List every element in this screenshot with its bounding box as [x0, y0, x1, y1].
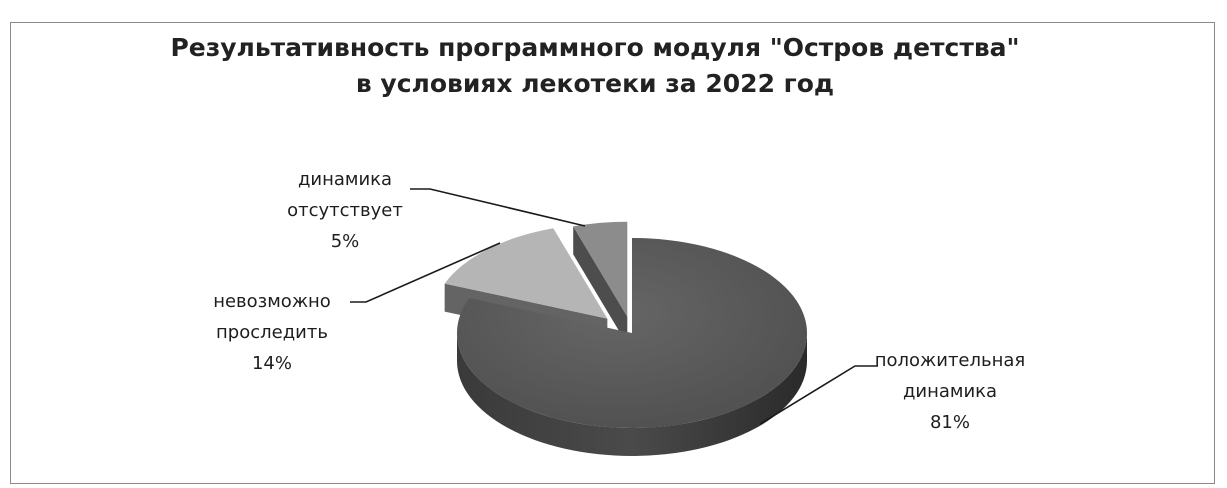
slice-label-no-dynamics: динамика отсутствует 5% — [287, 169, 403, 252]
slice-label-untraceable-percent: 14% — [252, 353, 292, 374]
pie-slice-untraceable-top — [444, 228, 608, 319]
leader-line-no-dynamics — [410, 188, 586, 227]
slice-label-positive-line-1: положительная — [875, 350, 1026, 371]
pie-slice-positive-top — [456, 238, 807, 429]
pie-slice-no-dynamics-top — [573, 221, 628, 317]
slice-label-positive: положительная динамика 81% — [875, 350, 1026, 433]
leader-line-untraceable — [350, 242, 501, 303]
slice-label-no-dynamics-line-1: динамика — [298, 169, 392, 190]
slice-label-no-dynamics-line-2: отсутствует — [287, 200, 403, 221]
slice-label-positive-percent: 81% — [930, 412, 970, 433]
slice-label-positive-line-2: динамика — [903, 381, 997, 402]
pie-slice-positive-side — [457, 333, 807, 456]
slice-label-untraceable-line-2: проследить — [216, 322, 328, 343]
pie-slices — [444, 221, 807, 456]
chart-title: Результативность программного модуля "Ос… — [0, 30, 1190, 102]
slice-label-untraceable-line-1: невозможно — [213, 291, 331, 312]
pie-slice-no-dynamics — [573, 221, 628, 345]
slice-label-untraceable: невозможно проследить 14% — [213, 291, 331, 374]
chart-title-line-1: Результативность программного модуля "Ос… — [170, 33, 1020, 62]
pie-slice-positive — [456, 238, 807, 456]
leader-lines — [350, 188, 878, 425]
chart-title-line-2: в условиях лекотеки за 2022 год — [355, 69, 835, 98]
slice-label-no-dynamics-percent: 5% — [331, 231, 360, 252]
pie-slice-no-dynamics-cut — [573, 226, 628, 345]
leader-line-positive — [759, 365, 878, 425]
